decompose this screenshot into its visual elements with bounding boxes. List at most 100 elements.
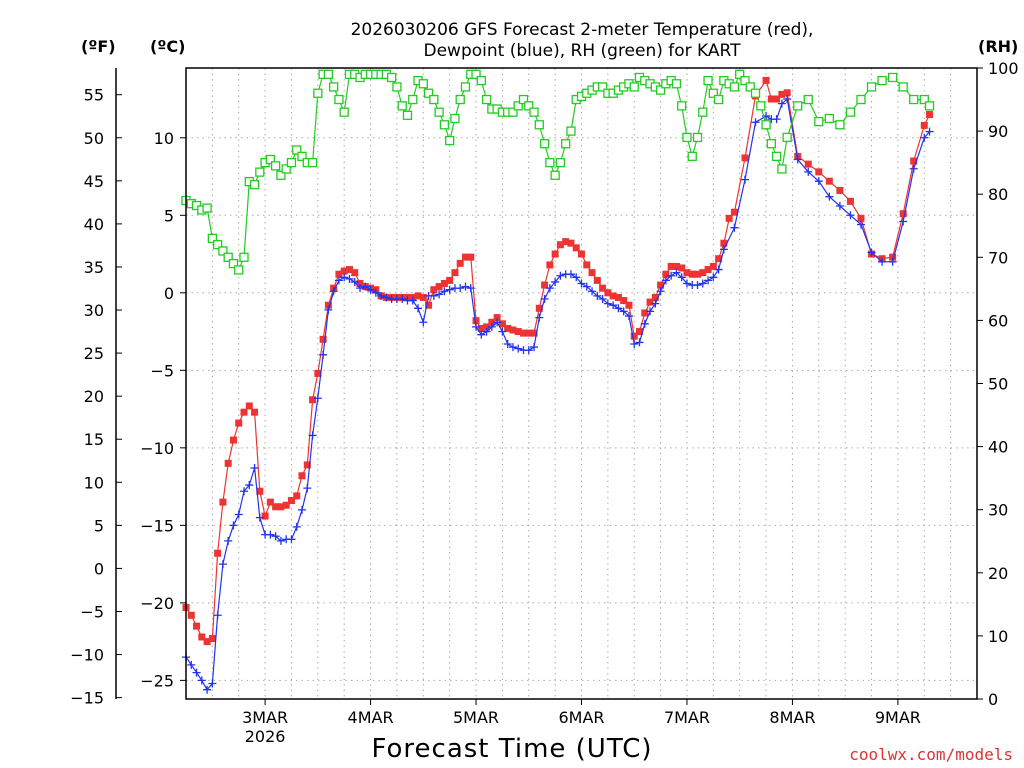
temperature-point xyxy=(857,214,865,222)
temperature-point xyxy=(646,298,654,306)
fahrenheit-tick-label: 20 xyxy=(84,387,104,406)
temperature-point xyxy=(277,503,285,511)
fahrenheit-tick-label: 30 xyxy=(84,301,104,320)
temperature-point xyxy=(683,269,691,277)
temperature-point xyxy=(245,402,253,410)
dewpoint-point xyxy=(429,291,438,300)
dewpoint-point xyxy=(661,276,670,285)
rh-point xyxy=(392,82,402,92)
dewpoint-point xyxy=(667,271,676,280)
dewpoint-point xyxy=(208,679,217,688)
source-credit: coolwx.com/models xyxy=(849,745,1013,764)
rh-point xyxy=(207,233,218,244)
temperature-point xyxy=(430,286,438,294)
temperature-point xyxy=(488,318,496,326)
temperature-point xyxy=(846,197,854,205)
rh-point xyxy=(307,157,318,168)
rh-point xyxy=(824,113,834,124)
dewpoint-point xyxy=(677,273,686,282)
dewpoint-point xyxy=(250,463,259,472)
rh-point xyxy=(334,94,344,105)
dewpoint-point xyxy=(456,284,465,293)
dewpoint-point xyxy=(292,522,301,531)
dewpoint-point xyxy=(899,217,908,226)
rh-point xyxy=(682,132,692,143)
dewpoint-point xyxy=(524,346,533,355)
dewpoint-point xyxy=(530,343,539,352)
rh-point xyxy=(313,88,323,98)
rh-point xyxy=(866,82,877,92)
temperature-point xyxy=(541,281,549,289)
rh-point xyxy=(218,246,228,256)
fahrenheit-tick-label: −15 xyxy=(70,689,104,708)
rh-point xyxy=(740,75,750,86)
dewpoint-point xyxy=(271,532,280,541)
rh-point xyxy=(803,94,813,105)
dewpoint-point xyxy=(229,521,238,530)
rh-point xyxy=(450,113,460,124)
rh-point xyxy=(339,107,349,117)
dewpoint-point xyxy=(324,305,333,314)
temperature-point xyxy=(356,280,364,288)
temperature-point xyxy=(620,297,628,305)
rh-point xyxy=(202,203,212,213)
temperature-point xyxy=(551,250,559,258)
rh-point xyxy=(766,139,776,149)
temperature-point xyxy=(251,408,259,416)
dewpoint-point xyxy=(640,319,649,328)
dewpoint-point xyxy=(582,282,591,291)
rh-point xyxy=(924,101,935,111)
temperature-point xyxy=(509,326,517,334)
rh-point xyxy=(750,88,761,98)
dewpoint-point xyxy=(635,338,644,347)
temperature-point xyxy=(910,157,918,165)
dewpoint-point xyxy=(751,118,760,127)
dewpoint-point xyxy=(682,279,691,288)
time-tick-year-label: 2026 xyxy=(245,727,286,746)
fahrenheit-tick-label: 55 xyxy=(84,86,104,105)
dewpoint-point xyxy=(377,291,386,300)
temperature-point xyxy=(504,324,512,332)
dewpoint-point xyxy=(566,270,575,279)
dewpoint-point xyxy=(925,127,934,136)
rh-point xyxy=(418,79,428,89)
temperature-point xyxy=(715,255,723,263)
dewpoint-point xyxy=(213,611,222,620)
rh-point xyxy=(534,120,544,130)
rh-point xyxy=(814,116,824,127)
rh-point xyxy=(566,126,576,136)
celsius-axis-unit: (ºC) xyxy=(150,37,185,56)
temperature-point xyxy=(340,267,348,275)
temperature-point xyxy=(704,266,712,274)
rh-point xyxy=(692,132,703,143)
rh-point xyxy=(228,258,239,269)
dewpoint-point xyxy=(693,281,702,290)
temperature-point xyxy=(778,90,786,98)
time-tick-label: 8MAR xyxy=(769,708,815,727)
rh-tick-label: 40 xyxy=(988,438,1008,457)
temperature-point xyxy=(235,419,243,427)
rh-point xyxy=(281,164,291,174)
time-tick-label: 5MAR xyxy=(453,708,499,727)
temperature-point xyxy=(636,328,644,336)
temperature-point xyxy=(282,501,290,509)
dewpoint-line xyxy=(185,97,930,691)
dewpoint-point xyxy=(624,312,633,321)
dewpoint-point xyxy=(287,535,296,544)
rh-point xyxy=(729,82,740,92)
rh-point xyxy=(508,107,518,117)
temperature-point xyxy=(567,239,575,247)
dewpoint-point xyxy=(698,279,707,288)
rh-point xyxy=(455,94,465,105)
temperature-point xyxy=(815,168,823,176)
rh-point xyxy=(434,107,444,117)
rh-point xyxy=(249,180,260,190)
dewpoint-point xyxy=(192,668,201,677)
dewpoint-point xyxy=(319,350,328,359)
temperature-point xyxy=(688,270,696,278)
temperature-point xyxy=(651,293,659,301)
dewpoint-point xyxy=(888,257,897,266)
dewpoint-point xyxy=(366,285,375,294)
temperature-point xyxy=(709,262,717,270)
dewpoint-point xyxy=(920,133,929,142)
